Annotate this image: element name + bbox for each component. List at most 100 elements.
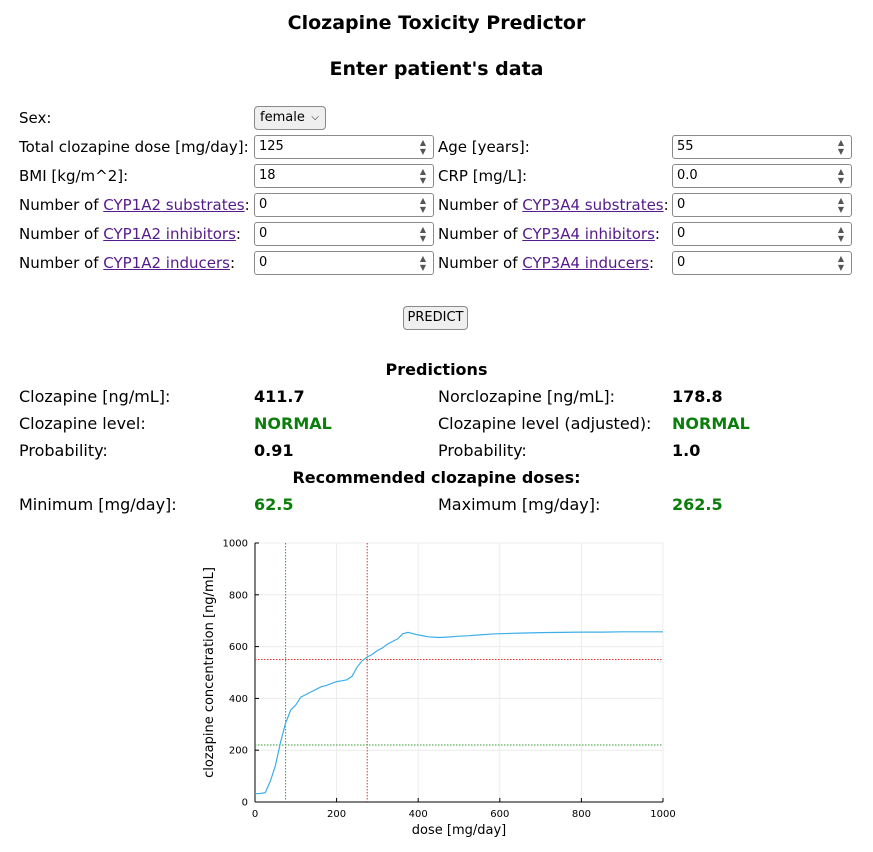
age-label: Age [years]:	[438, 138, 530, 156]
spin-down-icon[interactable]: ▼	[837, 263, 845, 272]
x-tick-label: 0	[252, 809, 258, 820]
x-tick-label: 600	[490, 809, 509, 820]
bmi-input-value: 18	[259, 168, 276, 183]
bmi-input[interactable]: 18 ▲ ▼	[254, 164, 434, 188]
sex-label: Sex:	[19, 109, 52, 127]
page-title: Clozapine Toxicity Predictor	[287, 12, 586, 34]
spin-down-icon[interactable]: ▼	[837, 205, 845, 214]
concentration-line	[254, 631, 663, 795]
concentration-chart: 0 200 400 600 800 1000 0 200 400 600 800 1000 dose […	[202, 539, 676, 839]
cyp3a4-substrates-value: 0	[677, 197, 686, 212]
dose-spinner[interactable]: ▲ ▼	[417, 138, 429, 156]
x-tick-label: 800	[572, 809, 591, 820]
y-tick-label: 400	[229, 694, 248, 705]
spin-down-icon[interactable]: ▼	[419, 147, 427, 156]
cyp1a2-inducers-spinner[interactable]: ▲ ▼	[417, 254, 429, 272]
cyp1a2-substrates-link[interactable]: CYP1A2 substrates	[103, 196, 245, 214]
bmi-spinner[interactable]: ▲ ▼	[417, 167, 429, 185]
spin-up-icon[interactable]: ▲	[419, 254, 427, 263]
cyp1a2-inducers-link[interactable]: CYP1A2 inducers	[103, 254, 230, 272]
y-tick-label: 0	[242, 798, 248, 809]
probability-adjusted-label: Probability:	[438, 441, 527, 460]
cyp3a4-inhibitors-input[interactable]: 0 ▲ ▼	[672, 222, 852, 246]
min-dose-label: Minimum [mg/day]:	[19, 495, 177, 514]
form-heading: Enter patient's data	[329, 58, 544, 80]
cyp1a2-inhibitors-link[interactable]: CYP1A2 inhibitors	[103, 225, 236, 243]
spin-up-icon[interactable]: ▲	[837, 225, 845, 234]
spin-down-icon[interactable]: ▼	[419, 176, 427, 185]
clozapine-label: Clozapine [ng/mL]:	[19, 387, 171, 406]
cyp3a4-inhibitors-link[interactable]: CYP3A4 inhibitors	[522, 225, 655, 243]
cyp1a2-substrates-value: 0	[259, 197, 268, 212]
predict-button[interactable]: PREDICT	[403, 306, 468, 330]
label-prefix: Number of	[19, 196, 104, 214]
recommended-doses-heading: Recommended clozapine doses:	[292, 468, 581, 487]
label-prefix: Number of	[438, 225, 523, 243]
cyp1a2-substrates-label: Number of CYP1A2 substrates:	[19, 195, 250, 215]
chevron-down-icon: ⌵	[311, 112, 319, 123]
cyp1a2-inhibitors-value: 0	[259, 226, 268, 241]
cyp1a2-substrates-spinner[interactable]: ▲ ▼	[417, 196, 429, 214]
cyp3a4-inhibitors-spinner[interactable]: ▲ ▼	[835, 225, 847, 243]
spin-down-icon[interactable]: ▼	[419, 234, 427, 243]
crp-label: CRP [mg/L]:	[438, 167, 528, 185]
dose-input[interactable]: 125 ▲ ▼	[254, 135, 434, 159]
y-tick-label: 1000	[223, 539, 248, 550]
spin-up-icon[interactable]: ▲	[837, 138, 845, 147]
cyp3a4-substrates-link[interactable]: CYP3A4 substrates	[522, 196, 664, 214]
norclozapine-label: Norclozapine [ng/mL]:	[438, 387, 615, 406]
spin-up-icon[interactable]: ▲	[837, 167, 845, 176]
age-input[interactable]: 55 ▲ ▼	[672, 135, 852, 159]
spin-up-icon[interactable]: ▲	[419, 196, 427, 205]
cyp3a4-inducers-input[interactable]: 0 ▲ ▼	[672, 251, 852, 275]
spin-down-icon[interactable]: ▼	[419, 263, 427, 272]
cyp1a2-inhibitors-spinner[interactable]: ▲ ▼	[417, 225, 429, 243]
clozapine-level-adjusted-value: NORMAL	[672, 414, 750, 433]
label-prefix: Number of	[438, 254, 523, 272]
max-dose-label: Maximum [mg/day]:	[438, 495, 601, 514]
crp-input-value: 0.0	[677, 168, 698, 183]
norclozapine-value: 178.8	[672, 387, 723, 406]
label-colon: :	[229, 254, 236, 272]
label-colon: :	[244, 196, 250, 214]
spin-down-icon[interactable]: ▼	[419, 205, 427, 214]
cyp3a4-substrates-label: Number of CYP3A4 substrates:	[438, 195, 669, 215]
spin-up-icon[interactable]: ▲	[837, 196, 845, 205]
label-prefix: Number of	[19, 254, 104, 272]
cyp3a4-substrates-spinner[interactable]: ▲ ▼	[835, 196, 847, 214]
age-spinner[interactable]: ▲ ▼	[835, 138, 847, 156]
cyp3a4-inducers-value: 0	[677, 255, 686, 270]
spin-down-icon[interactable]: ▼	[837, 147, 845, 156]
x-tick-label: 1000	[650, 809, 675, 820]
probability-adjusted-value: 1.0	[672, 441, 701, 460]
cyp1a2-inducers-input[interactable]: 0 ▲ ▼	[254, 251, 434, 275]
cyp3a4-substrates-input[interactable]: 0 ▲ ▼	[672, 193, 852, 217]
spin-down-icon[interactable]: ▼	[837, 234, 845, 243]
crp-input[interactable]: 0.0 ▲ ▼	[672, 164, 852, 188]
spin-down-icon[interactable]: ▼	[837, 176, 845, 185]
label-colon: :	[654, 225, 660, 243]
cyp3a4-inducers-label: Number of CYP3A4 inducers:	[438, 253, 654, 273]
spin-up-icon[interactable]: ▲	[419, 225, 427, 234]
sex-select[interactable]: female ⌵	[254, 106, 326, 130]
min-dose-value: 62.5	[254, 495, 294, 514]
cyp1a2-inducers-label: Number of CYP1A2 inducers:	[19, 253, 235, 273]
clozapine-value: 411.7	[254, 387, 305, 406]
spin-up-icon[interactable]: ▲	[837, 254, 845, 263]
cyp1a2-substrates-input[interactable]: 0 ▲ ▼	[254, 193, 434, 217]
label-prefix: Number of	[19, 225, 104, 243]
x-axis-label: dose [mg/day]	[412, 823, 506, 838]
cyp3a4-inducers-link[interactable]: CYP3A4 inducers	[522, 254, 649, 272]
crp-spinner[interactable]: ▲ ▼	[835, 167, 847, 185]
cyp3a4-inhibitors-value: 0	[677, 226, 686, 241]
spin-up-icon[interactable]: ▲	[419, 138, 427, 147]
predictions-heading: Predictions	[385, 360, 488, 379]
cyp1a2-inhibitors-input[interactable]: 0 ▲ ▼	[254, 222, 434, 246]
label-colon: :	[235, 225, 241, 243]
bmi-label: BMI [kg/m^2]:	[19, 167, 129, 185]
cyp1a2-inhibitors-label: Number of CYP1A2 inhibitors:	[19, 224, 241, 244]
max-dose-value: 262.5	[672, 495, 723, 514]
spin-up-icon[interactable]: ▲	[419, 167, 427, 176]
cyp3a4-inducers-spinner[interactable]: ▲ ▼	[835, 254, 847, 272]
x-tick-label: 200	[327, 809, 346, 820]
